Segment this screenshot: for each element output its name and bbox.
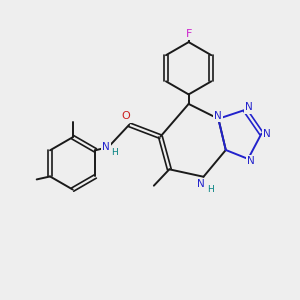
- Text: N: N: [247, 156, 255, 166]
- Text: N: N: [102, 142, 110, 152]
- Text: N: N: [197, 179, 205, 189]
- Text: N: N: [245, 103, 253, 112]
- Text: N: N: [263, 129, 271, 139]
- Text: H: H: [207, 185, 213, 194]
- Text: N: N: [214, 111, 222, 121]
- Text: O: O: [122, 111, 130, 122]
- Text: H: H: [111, 148, 118, 158]
- Text: F: F: [185, 29, 192, 39]
